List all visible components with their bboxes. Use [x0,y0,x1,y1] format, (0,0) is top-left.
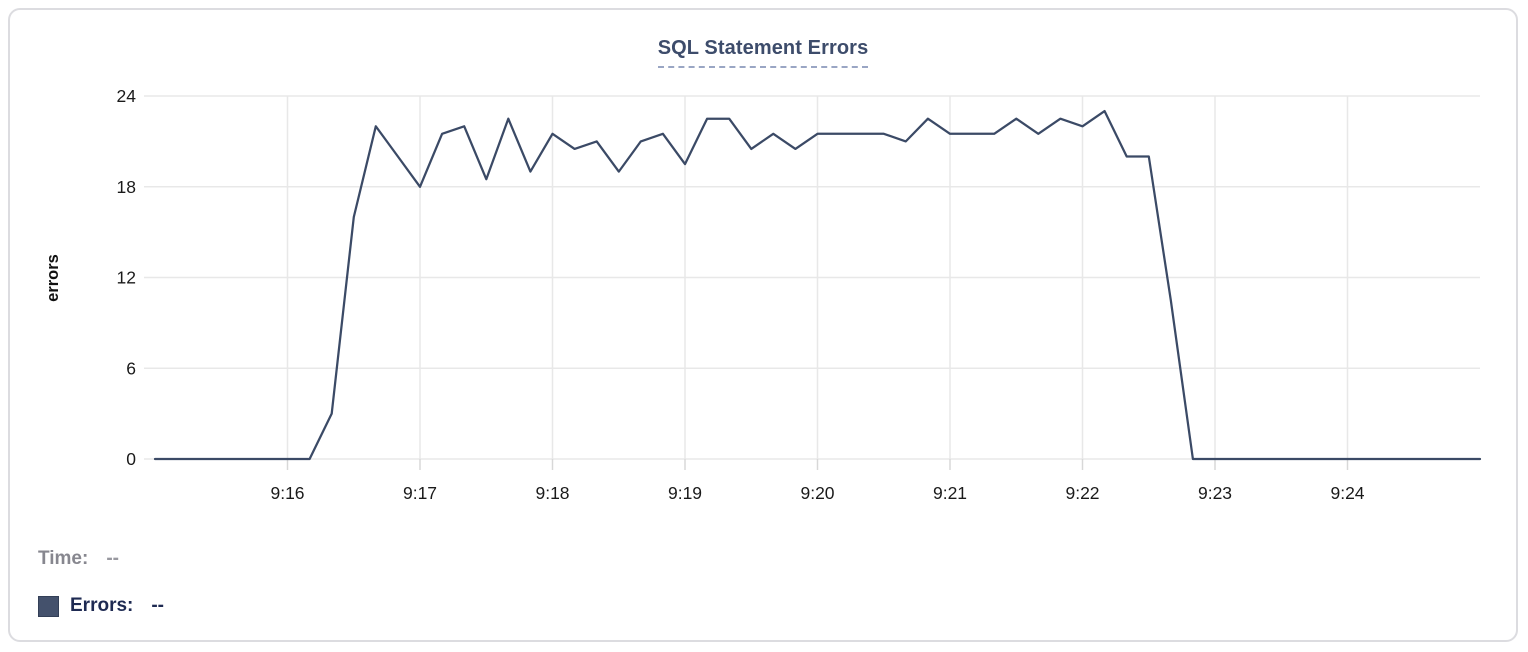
x-tick-label: 9:24 [1330,483,1364,503]
time-readout-value: -- [106,548,119,569]
y-tick-label: 12 [117,268,136,288]
chart-plot-area[interactable]: 0 6 12 18 24 9:16 9:17 9:18 9:19 9:20 9:21 9:22 9:23… [10,10,1528,522]
chart-title-row: SQL Statement Errors [10,37,1516,68]
x-tick-label: 9:19 [668,483,702,503]
x-tick-label: 9:18 [535,483,569,503]
y-axis-title: errors [44,254,62,302]
chart-card: SQL Statement Errors 0 6 12 18 24 9:16 9:17 9:1… [8,8,1518,642]
errors-readout-value: -- [151,595,165,616]
errors-readout-row: Errors: -- [38,595,164,617]
x-tick-label: 9:20 [800,483,834,503]
x-tick-label: 9:23 [1198,483,1232,503]
series-line-errors[interactable] [153,109,1482,461]
x-tick-label: 9:16 [270,483,304,503]
x-tick-label: 9:21 [933,483,967,503]
x-tick-label: 9:22 [1065,483,1099,503]
y-tick-label: 6 [126,358,136,378]
y-tick-label: 0 [126,449,136,469]
y-tick-label: 18 [117,177,136,197]
time-readout-label: Time: [38,548,89,569]
errors-legend-swatch-icon [38,595,59,617]
chart-title[interactable]: SQL Statement Errors [657,37,869,68]
time-readout-row: Time: -- [38,548,119,570]
x-tick-label: 9:17 [403,483,437,503]
y-tick-label: 24 [117,86,137,106]
errors-readout-label: Errors: [70,595,134,616]
